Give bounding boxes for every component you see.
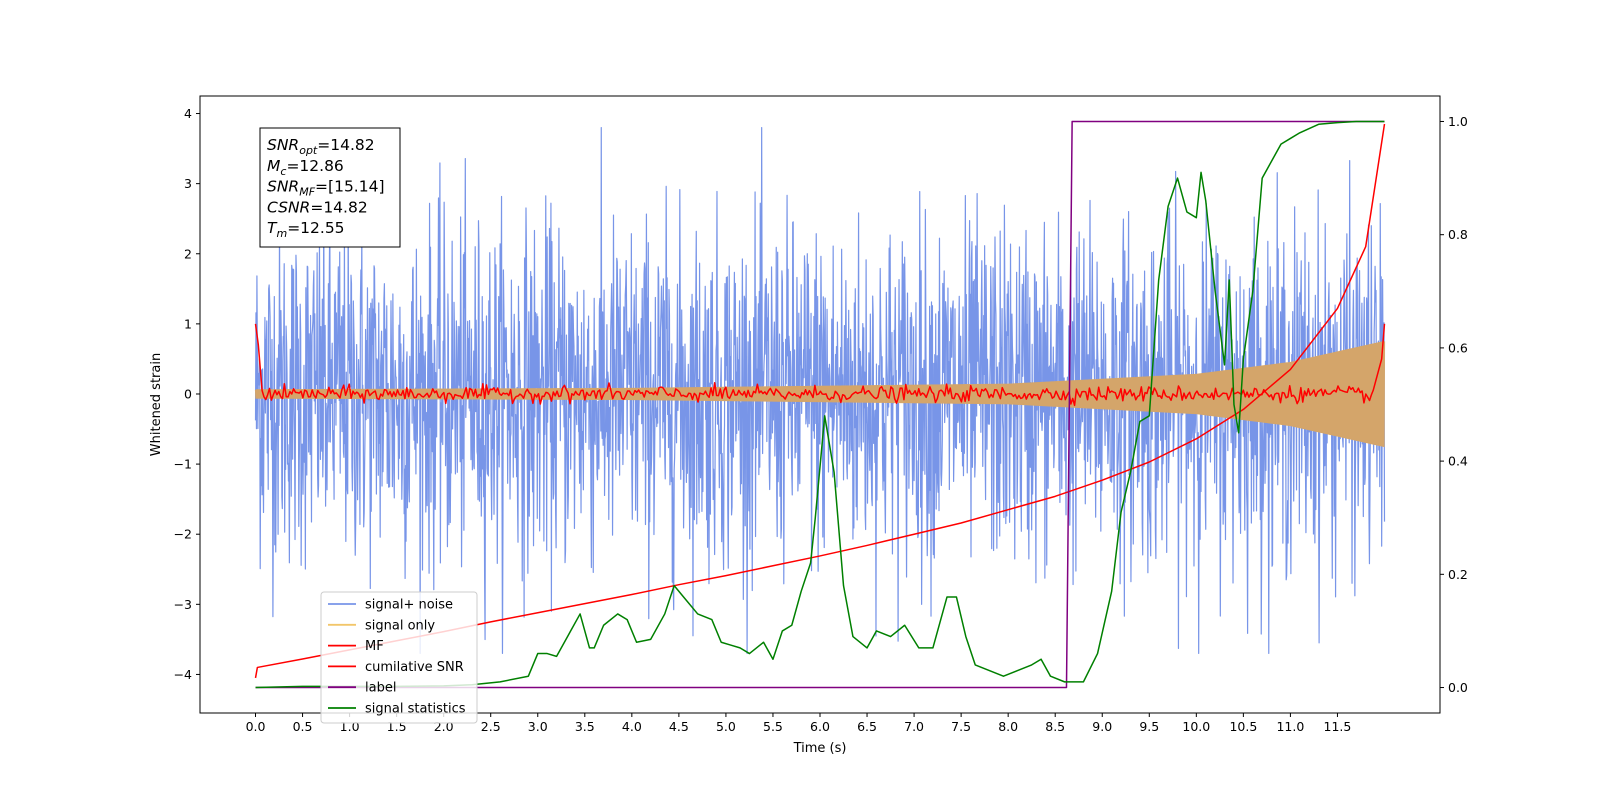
y2-tick-label: 0.4: [1448, 454, 1468, 469]
legend: signal+ noise signal only MF cumilative SNR…: [320, 591, 478, 724]
y2-tick-label: 0.0: [1448, 680, 1468, 695]
series-signal-statistics: [255, 120, 1385, 689]
x-tick-label: 5.5: [763, 719, 783, 734]
x-tick-label: 8.0: [998, 719, 1018, 734]
annotation-line: CSNR=14.82: [267, 198, 368, 216]
legend-item-cumilative-snr: cumilative SNR: [365, 660, 464, 675]
legend-item-signal-noise: signal+ noise: [365, 598, 453, 613]
x-tick-label: 9.5: [1139, 719, 1159, 734]
y-tick-label: −3: [174, 597, 192, 612]
x-tick-label: 0.0: [246, 719, 266, 734]
x-tick-label: 8.5: [1045, 719, 1065, 734]
x-tick-label: 6.5: [857, 719, 877, 734]
x-tick-label: 5.0: [716, 719, 736, 734]
x-tick-label: 2.5: [481, 719, 501, 734]
legend-item-mf: MF: [365, 639, 384, 654]
y2-tick-label: 0.2: [1448, 567, 1468, 582]
y-tick-label: 0: [184, 386, 192, 401]
annotation-line: Mc=12.86: [267, 157, 344, 178]
y2-tick-label: 0.8: [1448, 227, 1468, 242]
annotation-line: Tm=12.55: [267, 219, 345, 240]
annotation-box: SNRopt=14.82Mc=12.86SNRMF=[15.14]CSNR=14…: [259, 127, 401, 248]
x-tick-label: 10.0: [1182, 719, 1210, 734]
series-signal-only: [254, 341, 1386, 448]
x-tick-label: 11.0: [1276, 719, 1304, 734]
y-tick-label: −4: [174, 667, 192, 682]
y-tick-label: −1: [174, 457, 192, 472]
x-tick-label: 9.0: [1092, 719, 1112, 734]
annotation-line: SNRopt=14.82: [267, 136, 375, 157]
x-tick-label: 0.5: [293, 719, 313, 734]
y-axis-right: 1.0 0.8 0.6 0.4 0.2 0.0: [1440, 114, 1468, 695]
x-axis-label: Time (s): [793, 741, 847, 756]
y2-tick-label: 0.6: [1448, 340, 1468, 355]
x-tick-label: 4.0: [622, 719, 642, 734]
annotation-line: SNRMF=[15.14]: [267, 178, 385, 199]
x-tick-label: 4.5: [669, 719, 689, 734]
y-axis-left: 4 3 2 1 0 −1 −2 −3 −4: [174, 106, 200, 682]
legend-frame: [320, 591, 478, 724]
y2-tick-label: 1.0: [1448, 114, 1468, 129]
y-tick-label: −2: [174, 527, 192, 542]
x-tick-label: 7.5: [951, 719, 971, 734]
y-axis-label: Whitened strain: [149, 353, 164, 456]
x-tick-label: 7.0: [904, 719, 924, 734]
y-tick-label: 4: [184, 106, 192, 121]
x-tick-label: 3.0: [528, 719, 548, 734]
x-tick-label: 11.5: [1324, 719, 1352, 734]
legend-item-signal-statistics: signal statistics: [365, 702, 466, 717]
y-tick-label: 2: [184, 246, 192, 261]
legend-item-signal-only: signal only: [365, 618, 435, 633]
x-tick-label: 3.5: [575, 719, 595, 734]
series-mf: [254, 323, 1386, 407]
x-tick-label: 6.0: [810, 719, 830, 734]
y-tick-label: 1: [184, 316, 192, 331]
annotation-frame: [259, 127, 401, 248]
legend-item-label: label: [365, 681, 396, 696]
y-tick-label: 3: [184, 176, 192, 191]
x-tick-label: 10.5: [1229, 719, 1257, 734]
series-label: [255, 120, 1385, 689]
